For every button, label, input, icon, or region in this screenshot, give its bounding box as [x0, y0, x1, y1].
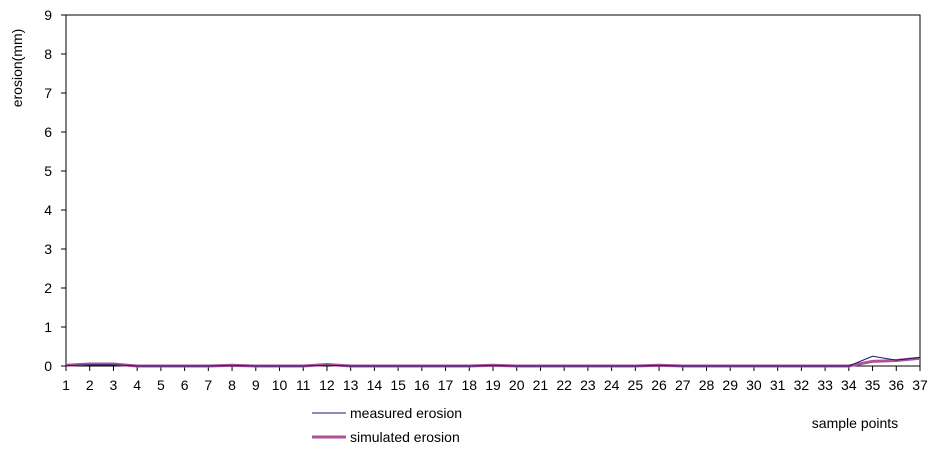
- x-tick-label: 12: [319, 377, 335, 393]
- x-axis: 1 2 3 4 5 6 7 8 9 10 11 12 13 14 15 16 17 18 19 20 21 22 23 24 2…: [62, 366, 928, 393]
- x-tick-label: 18: [461, 377, 477, 393]
- x-tick-label: 28: [699, 377, 715, 393]
- x-tick-label: 25: [628, 377, 644, 393]
- x-tick-label: 20: [509, 377, 525, 393]
- x-axis-title: sample points: [812, 415, 898, 431]
- x-tick-label: 29: [722, 377, 738, 393]
- x-tick-label: 30: [746, 377, 762, 393]
- y-tick-label: 8: [44, 46, 52, 62]
- series-line-simulated-erosion: [65, 356, 921, 368]
- x-tick-label: 11: [296, 377, 311, 393]
- x-tick-label: 26: [651, 377, 667, 393]
- x-tick-label: 2: [86, 377, 94, 393]
- x-tick-label: 37: [912, 377, 928, 393]
- y-tick-label: 9: [44, 7, 52, 23]
- x-tick-label: 36: [888, 377, 904, 393]
- plot-border: [65, 14, 921, 367]
- x-tick-label: 19: [485, 377, 501, 393]
- x-tick-label: 16: [414, 377, 430, 393]
- y-tick-label: 5: [44, 163, 52, 179]
- x-tick-label: 31: [770, 377, 786, 393]
- x-tick-label: 15: [390, 377, 406, 393]
- x-tick-label: 4: [133, 377, 141, 393]
- x-tick-label: 22: [556, 377, 572, 393]
- legend-label: measured erosion: [350, 405, 462, 421]
- legend: measured erosion simulated erosion: [312, 405, 462, 445]
- y-tick-label: 0: [44, 358, 52, 374]
- x-tick-label: 13: [343, 377, 359, 393]
- x-tick-label: 27: [675, 377, 691, 393]
- plot-area: [65, 14, 921, 367]
- x-tick-label: 24: [604, 377, 620, 393]
- legend-label: simulated erosion: [350, 429, 460, 445]
- x-tick-label: 23: [580, 377, 596, 393]
- y-tick-label: 1: [44, 319, 52, 335]
- x-tick-label: 21: [533, 377, 549, 393]
- x-tick-label: 10: [272, 377, 288, 393]
- x-tick-label: 34: [841, 377, 857, 393]
- x-tick-label: 3: [110, 377, 118, 393]
- x-tick-label: 6: [181, 377, 189, 393]
- y-tick-label: 7: [44, 85, 52, 101]
- y-axis-title: erosion(mm): [9, 29, 25, 108]
- series-line-measured-erosion: [65, 355, 921, 367]
- x-tick-label: 17: [438, 377, 454, 393]
- x-tick-label: 35: [865, 377, 881, 393]
- x-tick-label: 7: [204, 377, 212, 393]
- series-layer: [65, 355, 921, 368]
- x-tick-label: 33: [817, 377, 833, 393]
- x-tick-label: 14: [367, 377, 383, 393]
- x-tick-label: 32: [794, 377, 810, 393]
- x-tick-label: 8: [228, 377, 236, 393]
- y-tick-label: 6: [44, 124, 52, 140]
- x-tick-label: 5: [157, 377, 165, 393]
- x-tick-label: 9: [252, 377, 260, 393]
- y-tick-label: 2: [44, 280, 52, 296]
- y-tick-label: 3: [44, 241, 52, 257]
- x-tick-label: 1: [62, 377, 70, 393]
- y-tick-label: 4: [44, 202, 52, 218]
- y-axis: 0 1 2 3 4 5 6 7 8 9: [44, 7, 66, 374]
